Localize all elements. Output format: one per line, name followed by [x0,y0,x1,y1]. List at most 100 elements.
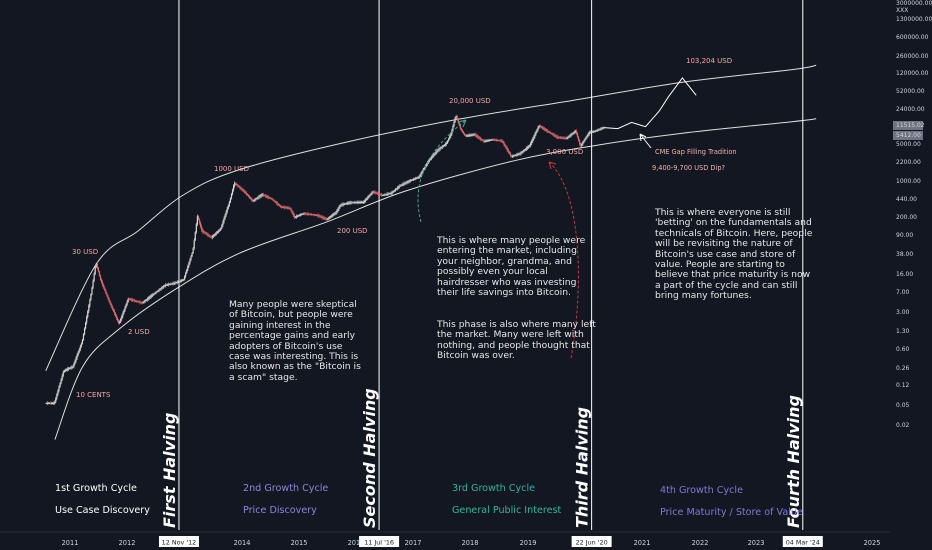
candle-body [509,153,512,156]
halving-date-label: 12 Nov '12 [162,539,197,547]
candle-body [347,202,350,204]
candle-body [489,139,491,141]
candle-body [475,135,477,137]
candle-body [181,280,184,281]
candle-body [386,194,388,195]
candle-body [156,291,158,293]
candle-body [143,301,145,303]
candle-body [414,178,416,180]
candle-body [337,209,339,211]
candle-body [574,131,576,132]
cycle1-label: 1st Growth Cycle Use Case Discovery [55,472,150,516]
candle-body [233,185,235,190]
candle-body [349,202,351,204]
candle-body [243,190,245,192]
candle-body [335,212,337,214]
candle-body [499,140,501,142]
candle-body [582,142,584,145]
note-cycle4: This is where everyone is still 'betting… [655,207,813,302]
candle-body [213,234,216,236]
candle-body [267,196,269,198]
y-tick-label: 0.02 [896,422,910,429]
candle-body [513,155,515,157]
candle-body [255,198,257,200]
candle-body [341,204,343,206]
candle-body [196,216,199,225]
candle-body [47,403,49,404]
candle-body [194,232,196,241]
candle-body [596,130,598,132]
candle-body [326,218,328,220]
candle-body [174,282,176,284]
candle-body [536,129,538,132]
candle-body [459,125,461,129]
candle-body [418,177,420,178]
x-tick-label: 2015 [291,539,308,547]
candle-body [126,301,128,305]
candle-body [470,134,472,136]
candle-body [408,180,410,182]
candle-body [55,398,57,402]
candle-body [591,131,594,133]
candle-body [354,202,356,204]
candle-body [153,293,155,295]
candle-body [209,235,211,237]
y-tick-label: 24000.00 [896,106,925,113]
candle-body [601,128,603,129]
candle-body [103,285,105,288]
candle-body [528,145,531,147]
candle-body [120,318,122,322]
candle-body [383,194,385,196]
candle-body [356,202,358,204]
candle-body [284,207,286,208]
candle-body [157,290,159,292]
candle-body [396,187,399,189]
x-axis[interactable]: 2011201220142015201620172018201920202021… [0,531,890,547]
candle-body [500,140,502,142]
candle-body [106,293,108,296]
y-tick-label: XXX [896,7,908,14]
candle-body [453,122,455,127]
candle-body [508,151,510,154]
candle-body [423,167,425,170]
candle-body [275,202,277,203]
candle-body [455,116,457,118]
candle-body [552,134,554,135]
candle-body [549,132,551,133]
candle-body [388,193,390,195]
candle-body [569,135,571,137]
candle-body [241,188,243,190]
candle-body [395,188,398,190]
candle-body [129,299,131,300]
x-tick-label: 2025 [864,539,881,547]
y-tick-label: 1300000.00 [896,16,932,23]
candle-body [75,358,77,361]
candle-body [142,302,144,303]
y-tick-label: 440.00 [896,196,917,203]
candle-body [185,272,187,277]
candle-body [571,133,573,135]
candle-body [457,119,459,123]
price-label: 200 USD [337,227,368,235]
candle-body [493,139,496,141]
candle-body [409,180,411,182]
y-tick-label: 0.26 [896,365,910,372]
candle-body [597,129,599,131]
candle-body [415,178,417,180]
candle-body [237,185,239,187]
candle-body [154,293,156,294]
candle-body [296,215,299,217]
candle-body [224,215,226,219]
candle-body [343,203,345,205]
candle-body [488,140,490,141]
candle-body [187,266,189,270]
candle-body [160,288,162,289]
y-tick-label: 5000.00 [896,141,921,148]
candle-body [273,200,275,202]
candle-body [182,279,185,281]
candle-body [283,207,285,208]
candle-body [92,280,94,288]
candle-body [491,139,493,141]
candle-body [338,207,340,210]
